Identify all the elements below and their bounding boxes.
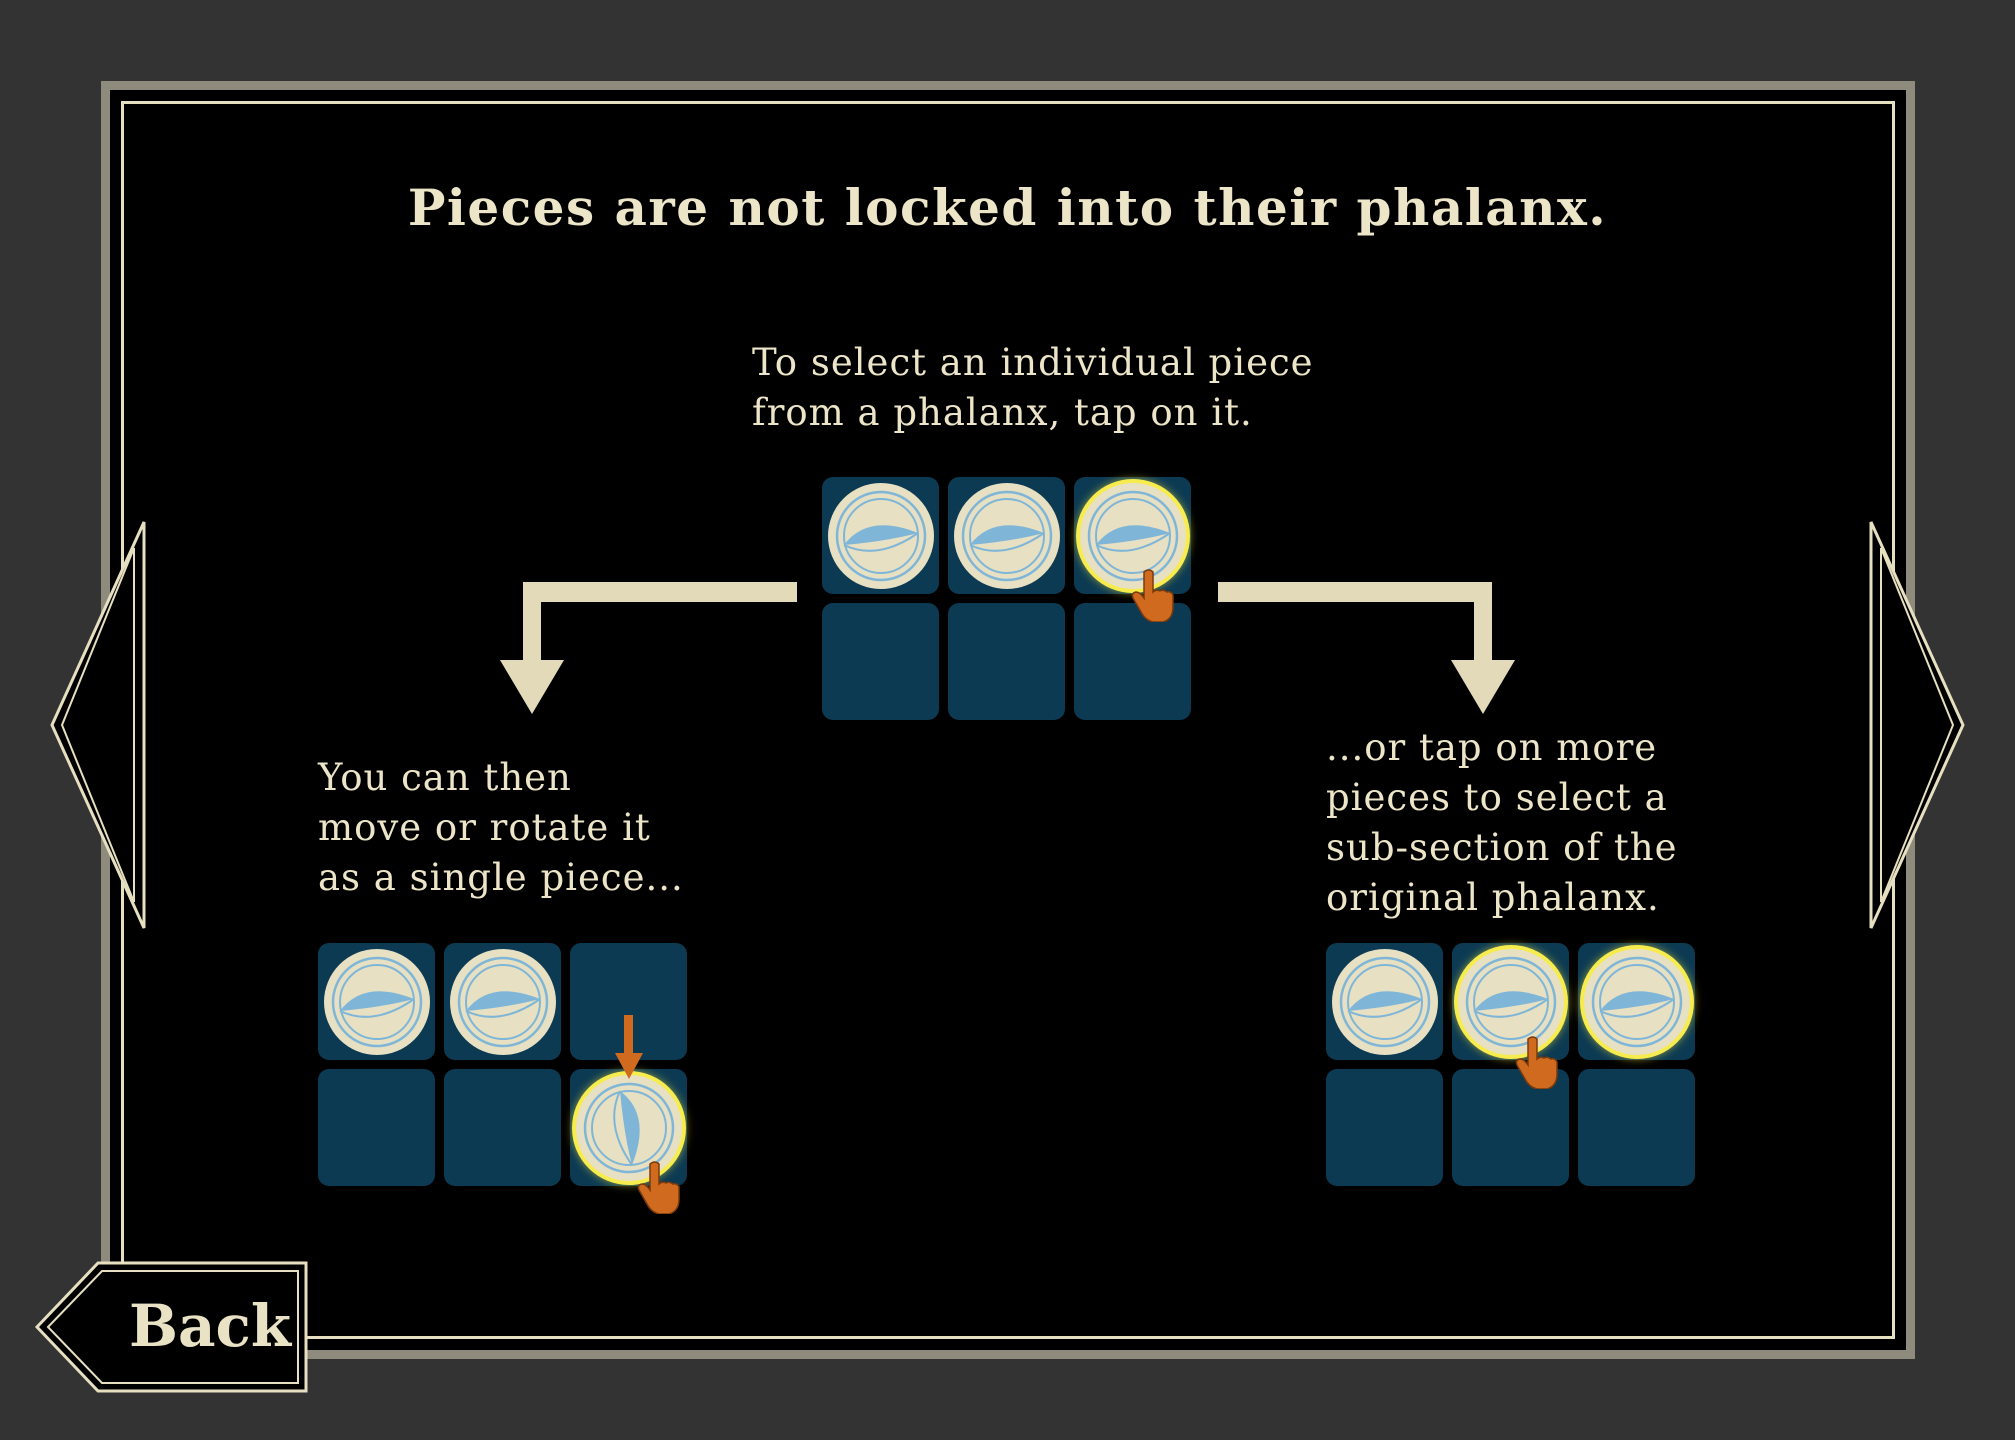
selected-piece[interactable] [575,1074,682,1181]
tap-hand-icon [1515,1036,1558,1089]
board-cell[interactable] [1326,943,1443,1060]
board-cell[interactable] [1578,943,1695,1060]
game-piece[interactable] [1331,948,1438,1055]
caption-select-piece: To select an individual piece from a pha… [752,341,1314,434]
board-cell[interactable] [948,477,1065,594]
board-cell[interactable] [1074,603,1191,720]
caption-subsection: ...or tap on more pieces to select a sub… [1326,726,1678,919]
tap-hand-icon [637,1161,680,1214]
board-cell[interactable] [1074,477,1191,594]
selected-piece[interactable] [1079,482,1186,589]
board-cell[interactable] [1452,943,1569,1060]
spear-shield-emblem-icon [1465,956,1556,1047]
spear-shield-emblem-icon [1339,956,1430,1047]
board-cell[interactable] [1578,1069,1695,1186]
game-piece[interactable] [323,948,430,1055]
page-title: Pieces are not locked into their phalanx… [407,178,1608,237]
back-button[interactable]: Back [34,1260,309,1394]
board-cell[interactable] [1326,1069,1443,1186]
tap-hand-icon [1131,569,1174,622]
board-cell[interactable] [822,603,939,720]
chevron-left-icon[interactable] [48,518,148,932]
selected-piece[interactable] [1583,948,1690,1055]
board-top [822,477,1191,720]
board-cell[interactable] [444,1069,561,1186]
board-cell[interactable] [822,477,939,594]
game-piece[interactable] [449,948,556,1055]
game-piece[interactable] [827,482,934,589]
branch-arrow-left-icon [500,582,797,714]
back-button-label: Back [128,1292,292,1360]
move-down-arrow-icon [615,1015,643,1079]
branch-arrow-right-icon [1218,582,1515,714]
board-left [318,943,687,1186]
spear-shield-emblem-icon [1087,490,1178,581]
board-cell[interactable] [948,603,1065,720]
game-piece[interactable] [953,482,1060,589]
spear-shield-emblem-icon [331,956,422,1047]
spear-shield-emblem-icon [583,1082,674,1173]
board-cell[interactable] [318,943,435,1060]
back-button-shape [34,1261,308,1393]
chevron-right-icon[interactable] [1867,518,1967,932]
selected-piece[interactable] [1457,948,1564,1055]
board-cell[interactable] [570,1069,687,1186]
caption-move-rotate: You can then move or rotate it as a sing… [318,756,684,899]
spear-shield-emblem-icon [961,490,1052,581]
spear-shield-emblem-icon [457,956,548,1047]
spear-shield-emblem-icon [1591,956,1682,1047]
board-cell[interactable] [318,1069,435,1186]
spear-shield-emblem-icon [835,490,926,581]
board-right [1326,943,1695,1186]
board-cell[interactable] [444,943,561,1060]
